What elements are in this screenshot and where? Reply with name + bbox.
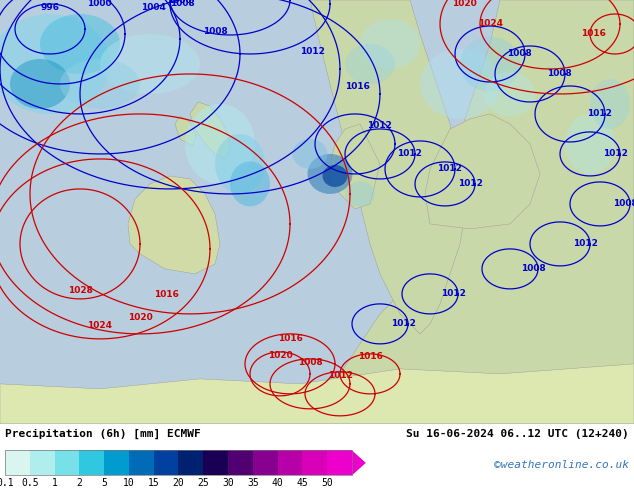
Text: 1008: 1008 (203, 27, 228, 36)
Ellipse shape (292, 139, 328, 169)
Text: 1012: 1012 (458, 179, 483, 189)
Bar (79, 450, 104, 475)
Text: 1012: 1012 (300, 47, 325, 56)
Text: 1020: 1020 (452, 0, 477, 8)
Ellipse shape (100, 34, 200, 94)
Polygon shape (190, 102, 230, 159)
Text: 1008: 1008 (170, 0, 195, 8)
Text: 50: 50 (321, 478, 333, 488)
Text: 20: 20 (172, 478, 184, 488)
Text: 2: 2 (77, 478, 82, 488)
Ellipse shape (565, 114, 615, 174)
Text: 1012: 1012 (391, 319, 417, 328)
Polygon shape (175, 116, 196, 146)
Bar (204, 450, 228, 475)
Ellipse shape (485, 72, 535, 117)
Text: 1028: 1028 (68, 286, 93, 295)
Bar (327, 450, 352, 475)
Polygon shape (310, 0, 465, 334)
Text: 1012: 1012 (398, 149, 422, 158)
Text: 1004: 1004 (141, 2, 166, 12)
Polygon shape (128, 176, 220, 274)
Text: 30: 30 (222, 478, 234, 488)
Bar (228, 450, 253, 475)
Text: 996: 996 (41, 3, 60, 12)
Text: Su 16-06-2024 06..12 UTC (12+240): Su 16-06-2024 06..12 UTC (12+240) (406, 429, 629, 439)
Text: 1016: 1016 (358, 352, 382, 361)
Text: 1020: 1020 (127, 313, 152, 322)
Ellipse shape (323, 165, 347, 187)
Text: 1016: 1016 (344, 82, 370, 91)
Ellipse shape (420, 49, 500, 119)
Bar (253, 450, 278, 475)
Polygon shape (352, 450, 366, 475)
Bar (30, 450, 55, 475)
Text: 1012: 1012 (437, 165, 462, 173)
Ellipse shape (460, 36, 520, 92)
Text: 1008: 1008 (547, 70, 572, 78)
Text: 1016: 1016 (581, 29, 606, 39)
Text: 1000: 1000 (87, 0, 112, 8)
Ellipse shape (185, 104, 255, 184)
Bar (179, 450, 204, 475)
Text: 1024: 1024 (87, 321, 112, 330)
Bar (5, 450, 352, 475)
Text: 1016: 1016 (154, 290, 179, 299)
Text: 35: 35 (247, 478, 259, 488)
Ellipse shape (590, 79, 630, 129)
Text: 1: 1 (52, 478, 58, 488)
Ellipse shape (345, 181, 375, 206)
Text: 1000: 1000 (167, 0, 191, 4)
Ellipse shape (345, 44, 395, 84)
Ellipse shape (215, 134, 265, 194)
Ellipse shape (10, 59, 70, 109)
Text: 1012: 1012 (366, 122, 391, 130)
Text: 1012: 1012 (328, 370, 353, 380)
Text: 1020: 1020 (268, 351, 292, 360)
Bar (278, 450, 302, 475)
Bar (153, 450, 179, 475)
Polygon shape (0, 364, 634, 424)
Ellipse shape (0, 14, 110, 114)
Text: 1012: 1012 (573, 240, 598, 248)
Bar (55, 450, 79, 475)
Bar (302, 450, 327, 475)
Text: 10: 10 (123, 478, 135, 488)
Text: 1012: 1012 (587, 109, 612, 119)
Polygon shape (330, 124, 380, 209)
Ellipse shape (60, 59, 140, 109)
Text: 15: 15 (148, 478, 160, 488)
Text: 1024: 1024 (478, 20, 503, 28)
Text: ©weatheronline.co.uk: ©weatheronline.co.uk (494, 460, 629, 470)
Text: 5: 5 (101, 478, 107, 488)
Ellipse shape (230, 161, 270, 206)
Text: 1012: 1012 (603, 149, 628, 158)
Text: 0.1: 0.1 (0, 478, 14, 488)
Text: 45: 45 (297, 478, 308, 488)
Text: 40: 40 (272, 478, 283, 488)
Text: 1016: 1016 (278, 334, 302, 343)
Bar (129, 450, 153, 475)
Text: 1008: 1008 (297, 358, 322, 367)
Ellipse shape (40, 14, 120, 74)
Polygon shape (120, 0, 634, 424)
Bar (104, 450, 129, 475)
Bar (5, 450, 30, 475)
Text: 25: 25 (197, 478, 209, 488)
Polygon shape (425, 114, 540, 229)
Ellipse shape (307, 154, 353, 194)
Text: 1008: 1008 (613, 199, 634, 208)
Text: Precipitation (6h) [mm] ECMWF: Precipitation (6h) [mm] ECMWF (5, 429, 201, 440)
Text: 1008: 1008 (507, 49, 532, 58)
Text: 1012: 1012 (441, 290, 466, 298)
Text: 0.5: 0.5 (21, 478, 39, 488)
Ellipse shape (360, 19, 420, 69)
Text: 1008: 1008 (521, 265, 546, 273)
